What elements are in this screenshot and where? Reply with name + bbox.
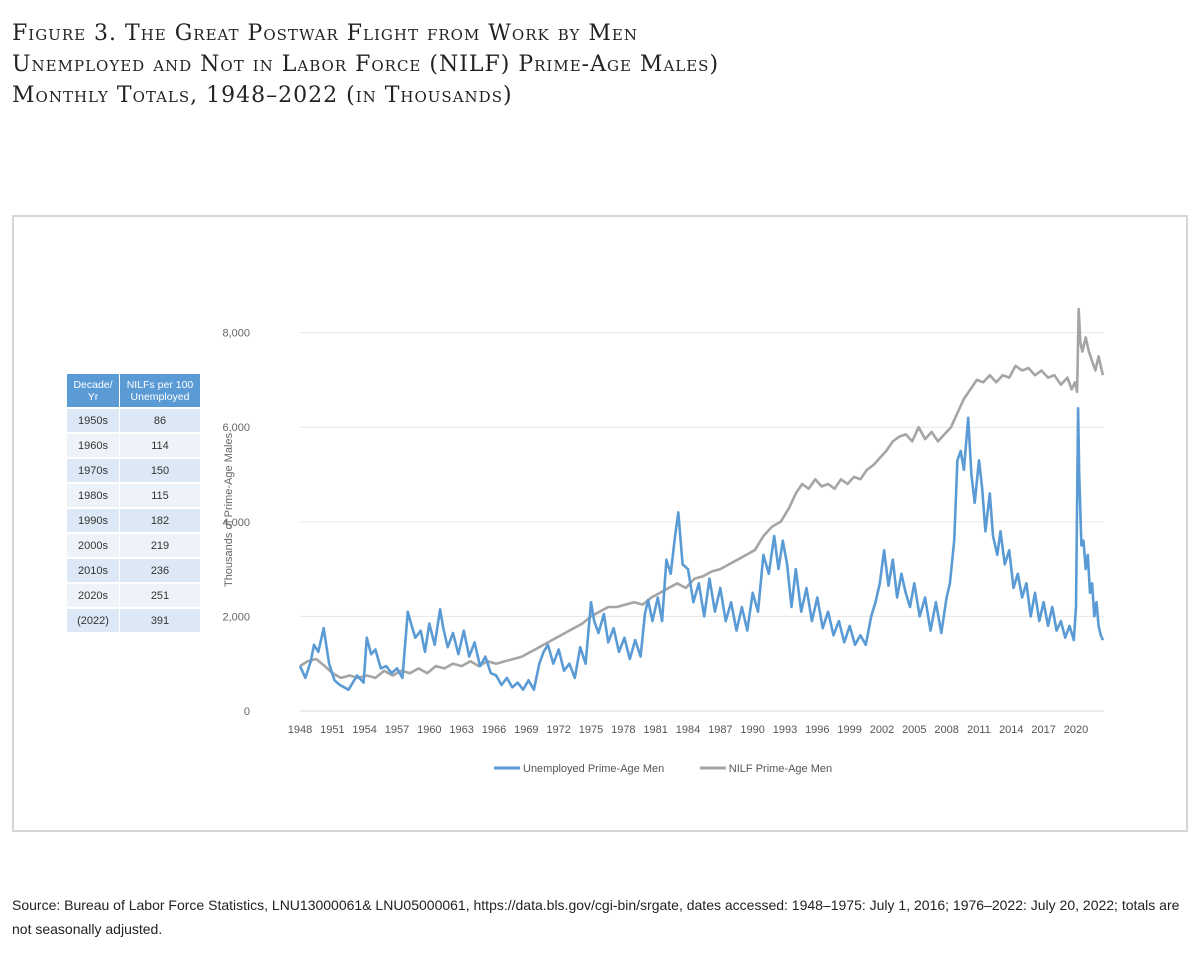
x-tick-label: 1969: [514, 724, 538, 736]
x-tick-label: 1960: [417, 724, 441, 736]
table-cell-decade: 2020s: [67, 582, 120, 608]
legend-label: NILF Prime-Age Men: [729, 763, 832, 775]
x-tick-label: 1996: [805, 724, 829, 736]
table-cell-ratio: 115: [119, 482, 200, 508]
y-tick-label: 4,000: [222, 517, 250, 529]
x-tick-label: 2020: [1064, 724, 1088, 736]
table-header-decade: Decade/ Yr: [67, 374, 120, 408]
table-cell-decade: 2000s: [67, 532, 120, 558]
x-tick-label: 1999: [837, 724, 861, 736]
x-tick-label: 2008: [934, 724, 958, 736]
table-cell-decade: 2010s: [67, 557, 120, 583]
table-row: 1980s 115: [67, 482, 200, 508]
line-chart: 0 2,000 4,000 6,000 8,000 Thousands of Prime-…: [222, 307, 1105, 775]
table-row: 1970s 150: [67, 457, 200, 483]
x-tick-label: 1981: [643, 724, 667, 736]
x-tick-label: 1954: [352, 724, 376, 736]
y-tick-label: 8,000: [222, 328, 250, 340]
table-cell-ratio: 251: [119, 582, 200, 608]
x-tick-label: 1948: [288, 724, 312, 736]
y-tick-label: 0: [244, 706, 250, 718]
x-tick-label: 1990: [740, 724, 764, 736]
table-cell-ratio: 182: [119, 507, 200, 533]
x-tick-label: 1963: [449, 724, 473, 736]
table-cell-ratio: 150: [119, 457, 200, 483]
x-tick-label: 1972: [546, 724, 570, 736]
nilf-ratio-table: Decade/ Yr NILFs per 100 Unemployed 1950…: [67, 374, 200, 632]
x-tick-label: 1984: [676, 724, 700, 736]
x-tick-label: 2002: [870, 724, 894, 736]
table-cell-decade: (2022): [67, 607, 120, 632]
legend-label: Unemployed Prime-Age Men: [523, 763, 664, 775]
series-line: [298, 407, 1105, 691]
x-tick-label: 1975: [579, 724, 603, 736]
table-cell-ratio: 86: [119, 407, 200, 433]
table-cell-decade: 1950s: [67, 407, 120, 433]
table-cell-decade: 1990s: [67, 507, 120, 533]
x-tick-label: 1966: [482, 724, 506, 736]
title-line-3: Monthly Totals, 1948–2022 (in Thousands): [12, 83, 513, 108]
x-tick-label: 2017: [1031, 724, 1055, 736]
table-cell-decade: 1980s: [67, 482, 120, 508]
table-header-row: Decade/ Yr NILFs per 100 Unemployed: [67, 374, 200, 408]
title-line-2: Unemployed and Not in Labor Force (NILF)…: [12, 52, 720, 77]
table-row: 2010s 236: [67, 557, 200, 583]
table-cell-ratio: 236: [119, 557, 200, 583]
table-row: 1990s 182: [67, 507, 200, 533]
table-cell-ratio: 114: [119, 432, 200, 458]
table-cell-decade: 1960s: [67, 432, 120, 458]
x-tick-label: 2005: [902, 724, 926, 736]
table-row: 2020s 251: [67, 582, 200, 608]
figure-title: Figure 3. The Great Postwar Flight from …: [12, 18, 719, 111]
source-note: Source: Bureau of Labor Force Statistics…: [12, 897, 1180, 937]
series-line: [299, 307, 1105, 680]
x-tick-label: 1993: [773, 724, 797, 736]
table-row: 2000s 219: [67, 532, 200, 558]
y-tick-label: 6,000: [222, 422, 250, 434]
table-row: (2022) 391: [67, 607, 200, 632]
table-cell-ratio: 391: [119, 607, 200, 632]
table-row: 1960s 114: [67, 432, 200, 458]
x-tick-label: 2014: [999, 724, 1023, 736]
title-line-1: Figure 3. The Great Postwar Flight from …: [12, 21, 638, 46]
x-tick-label: 2011: [967, 724, 991, 736]
x-tick-label: 1957: [385, 724, 409, 736]
table-cell-decade: 1970s: [67, 457, 120, 483]
chart-frame: Decade/ Yr NILFs per 100 Unemployed 1950…: [12, 215, 1188, 832]
x-tick-label: 1978: [611, 724, 635, 736]
y-tick-label: 2,000: [222, 611, 250, 623]
table-header-ratio: NILFs per 100 Unemployed: [119, 374, 200, 408]
table-cell-ratio: 219: [119, 532, 200, 558]
y-axis-label: Thousands of Prime-Age Males: [223, 432, 235, 587]
table-row: 1950s 86: [67, 407, 200, 433]
x-tick-label: 1951: [320, 724, 344, 736]
x-tick-label: 1987: [708, 724, 732, 736]
table-body: 1950s 86 1960s 114 1970s 150 1980s 115 1…: [67, 407, 200, 632]
